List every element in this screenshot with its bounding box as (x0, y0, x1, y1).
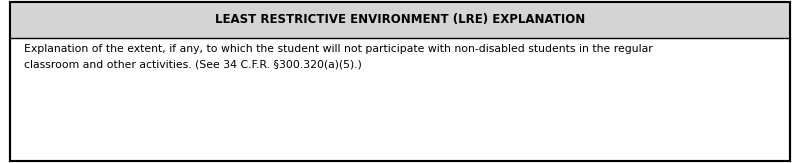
Text: LEAST RESTRICTIVE ENVIRONMENT (LRE) EXPLANATION: LEAST RESTRICTIVE ENVIRONMENT (LRE) EXPL… (215, 13, 585, 26)
Bar (10, 2, 790, 38)
Text: Explanation of the extent, if any, to which the student will not participate wit: Explanation of the extent, if any, to wh… (24, 44, 653, 69)
